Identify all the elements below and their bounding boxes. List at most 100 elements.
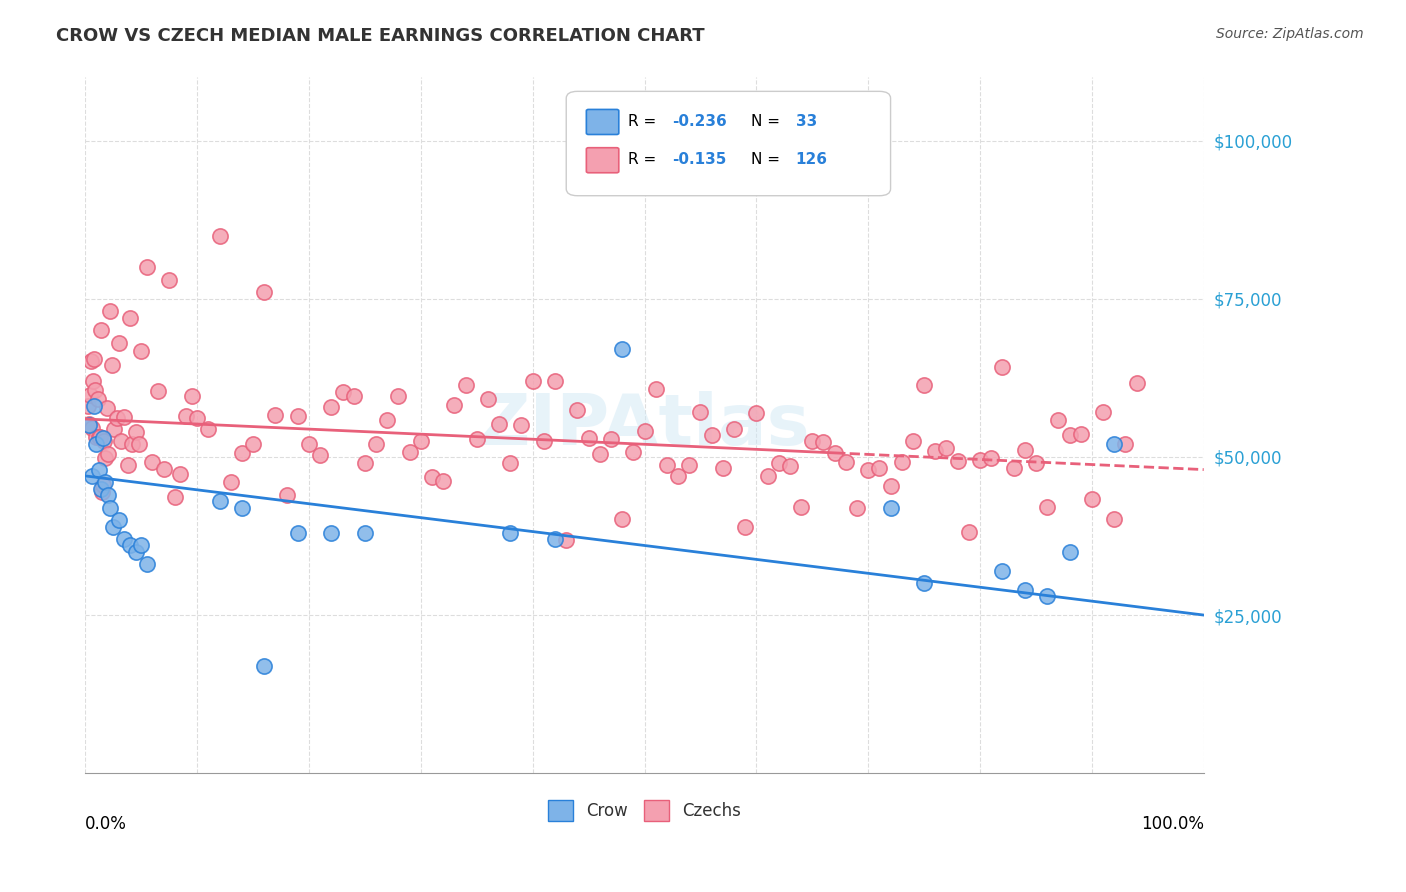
Point xyxy=(465,433,488,447)
Point xyxy=(129,539,152,553)
Point xyxy=(97,488,120,502)
FancyBboxPatch shape xyxy=(567,91,890,195)
Point xyxy=(321,400,343,414)
Point xyxy=(208,228,231,243)
Point xyxy=(846,500,869,515)
Point xyxy=(912,378,935,392)
Point xyxy=(180,389,202,403)
Point xyxy=(364,437,387,451)
Point xyxy=(103,519,125,533)
Point xyxy=(1104,437,1126,451)
Point xyxy=(118,539,141,553)
Point xyxy=(89,430,111,444)
Point xyxy=(98,500,121,515)
Point xyxy=(121,437,143,451)
Point xyxy=(94,451,117,466)
Text: -0.135: -0.135 xyxy=(672,152,727,167)
Text: 0.0%: 0.0% xyxy=(86,815,127,833)
Point xyxy=(80,354,103,368)
Point xyxy=(991,564,1014,578)
Point xyxy=(555,533,578,548)
Point xyxy=(108,336,131,351)
FancyBboxPatch shape xyxy=(586,148,619,173)
Text: 33: 33 xyxy=(796,114,817,128)
Point xyxy=(756,469,779,483)
Point xyxy=(723,422,745,436)
Point xyxy=(90,482,112,496)
Point xyxy=(298,436,321,450)
Point xyxy=(745,406,768,420)
Point xyxy=(124,425,146,440)
Point xyxy=(93,434,115,449)
Point xyxy=(82,374,104,388)
Point xyxy=(946,454,969,468)
Point xyxy=(86,430,108,444)
Point xyxy=(610,512,633,526)
Point xyxy=(253,658,276,673)
Point xyxy=(169,467,191,481)
Point xyxy=(98,304,121,318)
Point xyxy=(1125,376,1147,391)
Point xyxy=(309,448,332,462)
Point xyxy=(957,524,980,539)
Point xyxy=(1047,412,1070,426)
Point xyxy=(197,422,219,436)
Text: ZIPAtlas: ZIPAtlas xyxy=(478,391,811,459)
Point xyxy=(110,434,132,449)
Point xyxy=(287,409,309,424)
Point xyxy=(935,441,957,455)
Point xyxy=(644,382,666,396)
Point xyxy=(321,525,343,540)
Point xyxy=(108,513,131,527)
Point xyxy=(1014,443,1036,458)
Point xyxy=(488,417,510,431)
Point xyxy=(1036,500,1059,514)
Point xyxy=(86,392,108,406)
Point xyxy=(533,434,555,449)
Point xyxy=(114,409,136,424)
Point xyxy=(208,494,231,508)
Point xyxy=(700,427,723,442)
Point xyxy=(79,387,101,401)
Point xyxy=(578,432,600,446)
Point xyxy=(135,558,157,572)
Text: -0.236: -0.236 xyxy=(672,114,727,128)
Point xyxy=(146,384,169,398)
Text: N =: N = xyxy=(751,114,785,128)
Point xyxy=(813,435,835,450)
Point xyxy=(443,398,465,412)
Point xyxy=(801,434,824,448)
Legend: Crow, Czechs: Crow, Czechs xyxy=(541,794,748,828)
Point xyxy=(117,458,139,472)
Point xyxy=(1092,405,1115,419)
Point xyxy=(80,469,103,483)
Point xyxy=(103,422,125,436)
Point xyxy=(666,469,689,483)
Point xyxy=(101,358,124,372)
Point xyxy=(152,462,174,476)
Point xyxy=(409,434,432,449)
Point xyxy=(186,410,208,425)
Point xyxy=(231,446,253,460)
Point xyxy=(287,525,309,540)
Point xyxy=(912,576,935,591)
Point xyxy=(80,421,103,435)
FancyBboxPatch shape xyxy=(586,110,619,135)
Point xyxy=(135,260,157,275)
Point xyxy=(1036,589,1059,603)
Point xyxy=(991,359,1014,374)
Point xyxy=(83,352,105,367)
Point xyxy=(779,458,801,473)
Text: CROW VS CZECH MEDIAN MALE EARNINGS CORRELATION CHART: CROW VS CZECH MEDIAN MALE EARNINGS CORRE… xyxy=(56,27,704,45)
Point xyxy=(420,469,443,483)
Point xyxy=(868,461,890,475)
Point xyxy=(544,374,567,388)
Point xyxy=(141,455,163,469)
Point xyxy=(354,457,377,471)
Point xyxy=(77,418,100,433)
Point xyxy=(678,458,700,473)
Point xyxy=(332,384,354,399)
Point xyxy=(544,532,567,546)
Text: 100.0%: 100.0% xyxy=(1140,815,1204,833)
Point xyxy=(1002,461,1025,475)
